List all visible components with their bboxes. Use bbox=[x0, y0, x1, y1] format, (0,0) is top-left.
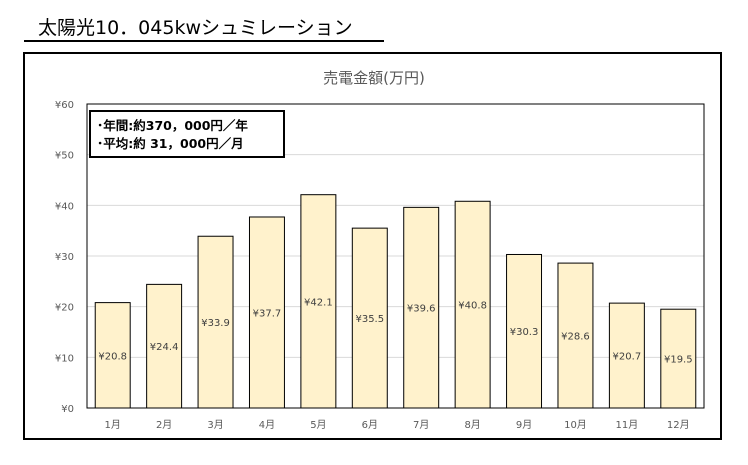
x-tick-label: 1月 bbox=[105, 419, 121, 431]
data-label: ¥37.7 bbox=[253, 308, 282, 319]
x-tick-label: 12月 bbox=[667, 419, 690, 431]
plot-area-border bbox=[86, 103, 705, 409]
bar-1 bbox=[94, 302, 131, 409]
x-tick-label: 7月 bbox=[413, 419, 429, 431]
y-tick-label: ¥30 bbox=[55, 252, 74, 263]
data-label: ¥35.5 bbox=[355, 314, 384, 325]
data-label: ¥40.8 bbox=[458, 301, 487, 312]
x-tick-label: 3月 bbox=[207, 419, 223, 431]
y-tick-label: ¥0 bbox=[61, 404, 74, 415]
x-tick-label: 5月 bbox=[310, 419, 326, 431]
bar-4 bbox=[248, 216, 285, 409]
y-tick-label: ¥50 bbox=[55, 151, 74, 162]
x-tick-label: 9月 bbox=[516, 419, 532, 431]
bar-6 bbox=[351, 227, 388, 409]
y-tick-label: ¥20 bbox=[55, 303, 74, 314]
bar-3 bbox=[197, 235, 234, 409]
summary-annual: ･年間:約370，000円／年 bbox=[97, 118, 248, 133]
x-tick-label: 10月 bbox=[564, 419, 587, 431]
data-label: ¥20.8 bbox=[98, 351, 127, 362]
data-label: ¥42.1 bbox=[304, 297, 333, 308]
data-label: ¥30.3 bbox=[510, 327, 539, 338]
y-tick-label: ¥40 bbox=[55, 201, 74, 212]
summary-monthly: ･平均:約 31，000円／月 bbox=[97, 136, 244, 151]
summary-box: ･年間:約370，000円／年 ･平均:約 31，000円／月 bbox=[89, 110, 285, 158]
page-title: 太陽光10．045kwシュミレーション bbox=[24, 14, 384, 42]
chart-title: 売電金額(万円) bbox=[323, 69, 425, 87]
data-label: ¥20.7 bbox=[613, 352, 642, 363]
y-tick-label: ¥60 bbox=[55, 100, 74, 111]
bar-9 bbox=[506, 253, 543, 409]
x-tick-label: 4月 bbox=[259, 419, 275, 431]
bar-12 bbox=[660, 308, 697, 409]
data-label: ¥19.5 bbox=[664, 355, 693, 366]
x-tick-label: 6月 bbox=[362, 419, 378, 431]
x-tick-label: 2月 bbox=[156, 419, 172, 431]
data-label: ¥33.9 bbox=[201, 318, 230, 329]
data-label: ¥24.4 bbox=[150, 342, 179, 353]
bar-10 bbox=[557, 262, 594, 409]
x-tick-label: 8月 bbox=[464, 419, 480, 431]
x-tick-label: 11月 bbox=[616, 419, 639, 431]
bar-2 bbox=[146, 283, 183, 409]
data-label: ¥39.6 bbox=[407, 304, 436, 315]
bar-7 bbox=[403, 206, 440, 409]
data-label: ¥28.6 bbox=[561, 332, 590, 343]
bar-5 bbox=[300, 194, 337, 409]
bar-11 bbox=[608, 302, 645, 409]
y-tick-label: ¥10 bbox=[55, 353, 74, 364]
bar-8 bbox=[454, 200, 491, 409]
